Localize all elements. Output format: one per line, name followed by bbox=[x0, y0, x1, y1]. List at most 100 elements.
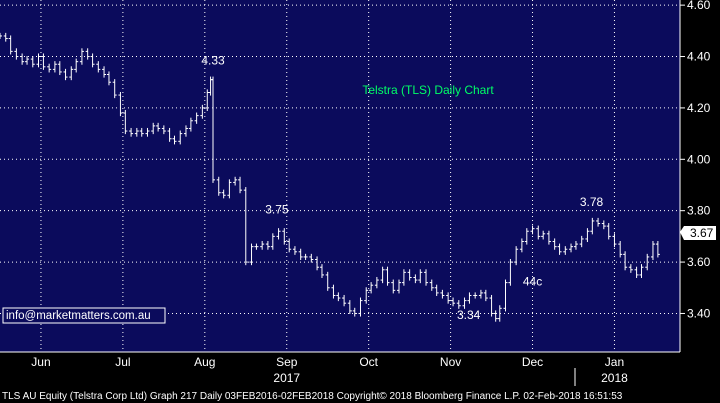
annotations: 4.33 3.75 3.34 3.78 44c bbox=[201, 54, 603, 322]
price-bar-5 bbox=[25, 56, 30, 65]
price-bar-26 bbox=[139, 127, 144, 137]
price-bar-64 bbox=[342, 294, 347, 307]
x-axis-ticks: Jun Jul Aug Sep Oct Nov Dec Jan bbox=[0, 351, 680, 369]
price-bar-12 bbox=[63, 68, 68, 81]
annotation-4: 44c bbox=[523, 274, 542, 288]
price-bar-82 bbox=[440, 289, 445, 299]
price-bar-40 bbox=[211, 76, 216, 183]
price-bar-105 bbox=[563, 246, 568, 255]
price-bar-68 bbox=[364, 287, 369, 304]
price-bar-119 bbox=[639, 264, 644, 279]
price-bar-113 bbox=[606, 223, 611, 240]
price-bar-88 bbox=[473, 292, 478, 299]
price-bar-28 bbox=[151, 122, 156, 135]
price-bar-9 bbox=[47, 63, 52, 73]
price-bar-59 bbox=[315, 256, 320, 271]
price-bar-71 bbox=[380, 266, 385, 284]
price-bar-2 bbox=[8, 35, 13, 55]
price-bar-19 bbox=[102, 66, 107, 78]
price-bar-53 bbox=[282, 228, 287, 245]
grid bbox=[0, 0, 680, 352]
last-price-label: 3.67 bbox=[690, 226, 714, 240]
price-bar-43 bbox=[227, 179, 232, 199]
price-bar-60 bbox=[319, 264, 324, 279]
price-bar-34 bbox=[183, 125, 188, 137]
price-bar-116 bbox=[623, 251, 628, 271]
price-bar-52 bbox=[276, 228, 281, 240]
price-bar-111 bbox=[596, 217, 601, 227]
price-bar-107 bbox=[573, 241, 578, 250]
annotation-1: 3.75 bbox=[265, 203, 289, 217]
email-text[interactable]: info@marketmatters.com.au bbox=[6, 310, 151, 322]
price-bar-97 bbox=[519, 238, 524, 253]
price-bar-47 bbox=[249, 243, 254, 266]
x-tick-label-7: Jan bbox=[605, 355, 624, 369]
price-bar-46 bbox=[243, 187, 248, 266]
price-bar-122 bbox=[655, 241, 660, 258]
price-bar-75 bbox=[401, 269, 406, 286]
annotation-2: 3.34 bbox=[457, 308, 481, 322]
price-bar-10 bbox=[52, 61, 57, 73]
price-bar-45 bbox=[238, 176, 243, 194]
price-bar-49 bbox=[260, 241, 265, 250]
price-bar-99 bbox=[530, 225, 535, 235]
email-box[interactable] bbox=[2, 307, 166, 324]
price-bar-57 bbox=[303, 253, 308, 261]
year-label-0: 2017 bbox=[273, 371, 300, 385]
x-tick-label-0: Jun bbox=[31, 355, 50, 369]
price-bar-117 bbox=[628, 264, 633, 273]
price-bar-55 bbox=[292, 246, 297, 255]
y-tick-label-1: 3.60 bbox=[687, 255, 711, 269]
y-tick-label-0: 3.40 bbox=[687, 306, 711, 320]
chart-title: Telstra (TLS) Daily Chart bbox=[362, 83, 494, 97]
y-tick-label-2: 3.80 bbox=[687, 204, 711, 218]
y-tick-label-4: 4.20 bbox=[687, 101, 711, 115]
price-bar-67 bbox=[358, 297, 363, 317]
price-bar-112 bbox=[601, 220, 606, 230]
price-bar-94 bbox=[503, 279, 508, 312]
price-bar-30 bbox=[161, 125, 166, 135]
footer-bar bbox=[0, 388, 720, 403]
price-bar-1 bbox=[3, 32, 8, 42]
annotation-0: 4.33 bbox=[201, 54, 225, 68]
x-tick-label-1: Jul bbox=[115, 355, 130, 369]
price-bar-31 bbox=[167, 127, 172, 142]
price-bar-6 bbox=[30, 56, 35, 68]
price-bar-65 bbox=[347, 300, 352, 314]
price-bar-4 bbox=[20, 53, 25, 65]
x-tick-label-4: Oct bbox=[359, 355, 378, 369]
y-axis-panel bbox=[680, 0, 720, 352]
price-bar-84 bbox=[451, 297, 456, 307]
plot-area bbox=[0, 0, 680, 352]
price-bar-58 bbox=[309, 253, 314, 263]
price-bar-114 bbox=[612, 233, 617, 248]
footer-text: TLS AU Equity (Telstra Corp Ltd) Graph 2… bbox=[2, 391, 623, 402]
price-bar-44 bbox=[233, 176, 238, 186]
price-bar-27 bbox=[145, 127, 150, 137]
price-bar-22 bbox=[118, 91, 123, 117]
y-tick-label-3: 4.00 bbox=[687, 152, 711, 166]
price-bar-51 bbox=[270, 233, 275, 250]
price-bar-62 bbox=[331, 284, 336, 299]
price-bar-83 bbox=[446, 292, 451, 304]
price-bar-11 bbox=[57, 61, 62, 76]
price-bar-36 bbox=[194, 112, 199, 124]
price-bar-109 bbox=[585, 228, 590, 243]
x-tick-label-3: Sep bbox=[276, 355, 298, 369]
x-tick-label-5: Nov bbox=[440, 355, 461, 369]
price-bar-54 bbox=[287, 238, 292, 253]
price-bar-61 bbox=[325, 271, 330, 291]
price-bar-87 bbox=[467, 292, 472, 304]
price-bar-115 bbox=[618, 241, 623, 258]
price-bar-80 bbox=[429, 279, 434, 291]
y-axis-ticks: 3.40 3.60 3.80 4.00 4.20 4.40 4.60 bbox=[679, 0, 711, 352]
price-bar-73 bbox=[391, 279, 396, 294]
price-bar-81 bbox=[434, 284, 439, 296]
price-bars bbox=[0, 32, 660, 322]
price-bar-101 bbox=[541, 230, 546, 240]
price-bar-33 bbox=[178, 130, 183, 145]
price-bar-77 bbox=[413, 274, 418, 284]
price-bar-0 bbox=[0, 32, 2, 40]
price-bar-92 bbox=[493, 310, 498, 322]
